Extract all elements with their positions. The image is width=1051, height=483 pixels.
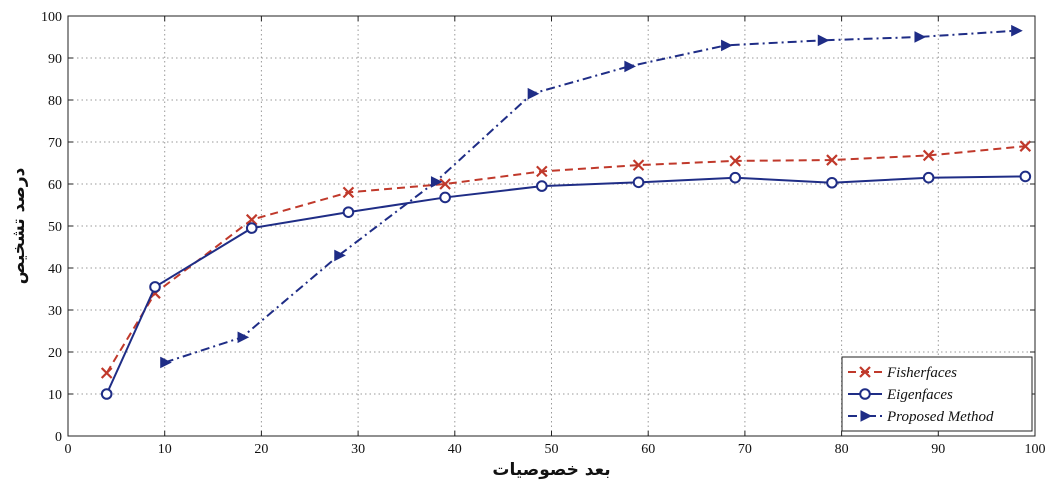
axis-ticks: 0 10 20 30 40 50 60 70 80 90 100 0 10 20 30 40 50 60 70 80 9… bbox=[41, 10, 1046, 457]
eigenfaces-point bbox=[729, 171, 742, 184]
y-axis-title: درصد تشخیص bbox=[9, 167, 29, 284]
proposed-method-point bbox=[237, 331, 250, 344]
fisherfaces-point bbox=[826, 154, 838, 166]
eigenfaces-point bbox=[100, 388, 113, 400]
x-tick-label: 0 bbox=[65, 442, 72, 457]
y-tick-label: 40 bbox=[48, 262, 62, 277]
eigenfaces-point bbox=[922, 171, 935, 184]
legend-label: Eigenfaces bbox=[886, 387, 953, 403]
legend-label: Proposed Method bbox=[886, 409, 994, 425]
fisherfaces-point bbox=[632, 159, 645, 171]
fisherfaces-point bbox=[342, 186, 355, 199]
x-tick-label: 10 bbox=[158, 442, 172, 457]
proposed-method-point bbox=[430, 176, 443, 188]
eigenfaces-point bbox=[439, 191, 451, 204]
series-layer bbox=[100, 24, 1032, 400]
proposed-method-point bbox=[914, 31, 927, 43]
x-tick-label: 60 bbox=[641, 442, 655, 457]
proposed-method-point bbox=[527, 87, 540, 100]
legend-marker-sample bbox=[859, 388, 871, 400]
legend-marker-sample bbox=[860, 410, 873, 422]
series-eigenfaces bbox=[100, 170, 1032, 400]
legend-entry-eigenfaces: Eigenfaces bbox=[848, 387, 953, 403]
x-tick-label: 100 bbox=[1025, 442, 1046, 457]
proposed-method-point bbox=[334, 249, 346, 262]
legend: Fisherfaces Eigenfaces Proposed Method bbox=[841, 356, 1033, 432]
legend-marker-sample bbox=[859, 366, 871, 378]
y-tick-label: 70 bbox=[48, 136, 62, 151]
eigenfaces-point bbox=[245, 222, 258, 234]
series-proposed-method bbox=[160, 24, 1023, 369]
legend-entry-fisherfaces: Fisherfaces bbox=[848, 365, 957, 381]
y-tick-label: 10 bbox=[48, 388, 62, 403]
x-tick-label: 70 bbox=[738, 442, 752, 457]
legend-entry-proposed-method: Proposed Method bbox=[848, 409, 994, 425]
y-tick-label: 20 bbox=[48, 346, 62, 361]
eigenfaces-point bbox=[826, 176, 838, 189]
fisherfaces-point bbox=[729, 155, 742, 167]
proposed-method-point bbox=[624, 60, 636, 73]
y-tick-label: 30 bbox=[48, 304, 62, 319]
y-tick-label: 100 bbox=[41, 10, 62, 25]
x-tick-label: 40 bbox=[448, 442, 462, 457]
y-tick-label: 0 bbox=[55, 430, 62, 445]
fisherfaces-point bbox=[245, 213, 258, 226]
fisherfaces-point bbox=[536, 165, 548, 178]
eigenfaces-point bbox=[149, 281, 161, 293]
x-tick-label: 90 bbox=[931, 442, 945, 457]
y-tick-label: 50 bbox=[48, 220, 62, 235]
y-tick-label: 80 bbox=[48, 94, 62, 109]
series-fisherfaces bbox=[100, 140, 1032, 379]
eigenfaces-point bbox=[342, 206, 355, 218]
proposed-method-point bbox=[817, 34, 830, 47]
fisherfaces-point bbox=[1019, 140, 1032, 152]
proposed-method-line bbox=[164, 29, 1016, 364]
proposed-method-point bbox=[160, 356, 172, 369]
x-tick-label: 80 bbox=[835, 442, 849, 457]
eigenfaces-point bbox=[1019, 170, 1032, 183]
y-tick-label: 60 bbox=[48, 178, 62, 193]
y-tick-label: 90 bbox=[48, 52, 62, 67]
eigenfaces-point bbox=[536, 180, 548, 192]
proposed-method-point bbox=[1011, 24, 1023, 37]
x-tick-label: 20 bbox=[254, 442, 268, 457]
legend-label: Fisherfaces bbox=[886, 365, 957, 381]
proposed-method-point bbox=[721, 39, 733, 52]
fisherfaces-point bbox=[439, 178, 451, 190]
x-axis-title: بعد خصوصیات bbox=[492, 460, 610, 480]
x-tick-label: 50 bbox=[545, 442, 559, 457]
x-tick-label: 30 bbox=[351, 442, 365, 457]
eigenfaces-point bbox=[632, 176, 645, 189]
fisherfaces-point bbox=[922, 149, 935, 162]
fisherfaces-point bbox=[100, 367, 113, 379]
